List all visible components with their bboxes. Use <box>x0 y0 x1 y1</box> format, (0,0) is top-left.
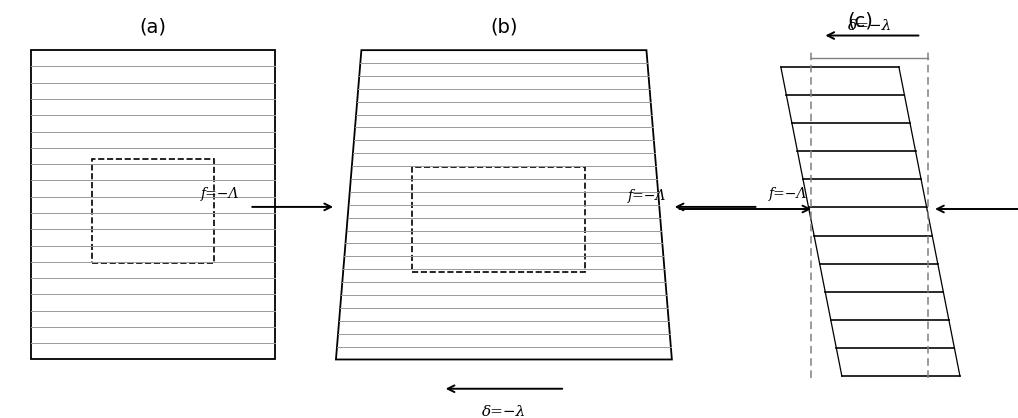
Text: f=−Λ: f=−Λ <box>628 189 667 204</box>
Text: f=−Λ: f=−Λ <box>201 187 239 201</box>
Text: δ=−λ: δ=−λ <box>848 19 893 33</box>
Text: (a): (a) <box>139 18 166 37</box>
Text: (c): (c) <box>847 11 873 31</box>
Text: f=−Λ: f=−Λ <box>769 187 807 201</box>
Text: (b): (b) <box>490 18 518 37</box>
Text: δ=−λ: δ=−λ <box>482 405 526 418</box>
